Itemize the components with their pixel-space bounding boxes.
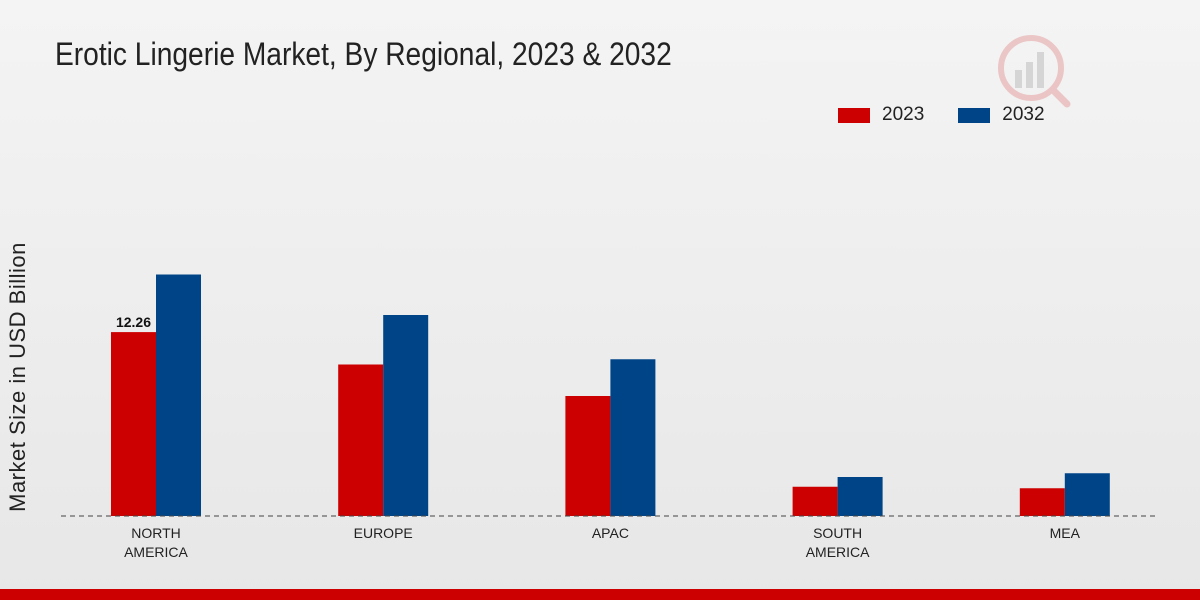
x-tick-label-0-line1: AMERICA <box>124 544 188 560</box>
x-tick-label-1: EUROPE <box>354 525 413 541</box>
x-tick-label-3-line0: SOUTH <box>813 525 862 541</box>
bar-2032-1 <box>383 315 429 516</box>
legend-item-2023: 2023 <box>838 104 924 126</box>
bar-2032-0 <box>156 274 201 516</box>
footer-bar <box>0 589 1200 600</box>
bar-2023-4 <box>1019 488 1065 516</box>
data-label-0: 12.26 <box>116 314 151 330</box>
bar-2023-3 <box>792 486 838 516</box>
legend-swatch-2023 <box>838 107 870 123</box>
legend-label-2023: 2023 <box>882 104 925 125</box>
x-tick-label-4: MEA <box>1050 525 1081 541</box>
bar-2032-4 <box>1064 473 1110 516</box>
bar-2023-1 <box>338 364 384 516</box>
legend-swatch-2032 <box>958 107 991 123</box>
chart-title: Erotic Lingerie Market, By Regional, 202… <box>55 36 672 72</box>
bar-2023-0 <box>111 332 156 516</box>
bar-2032-3 <box>837 477 883 516</box>
legend-item-2032: 2032 <box>958 104 1045 126</box>
x-tick-label-2: APAC <box>592 525 629 541</box>
legend: 2023 2032 <box>838 104 1079 126</box>
bar-2023-2 <box>565 396 611 516</box>
x-tick-label-3-line1: AMERICA <box>806 544 870 560</box>
x-tick-label-0-line0: NORTH <box>131 525 181 541</box>
bar-2032-2 <box>610 359 656 516</box>
legend-label-2032: 2032 <box>1002 104 1045 125</box>
watermark-logo-icon <box>998 35 1071 108</box>
